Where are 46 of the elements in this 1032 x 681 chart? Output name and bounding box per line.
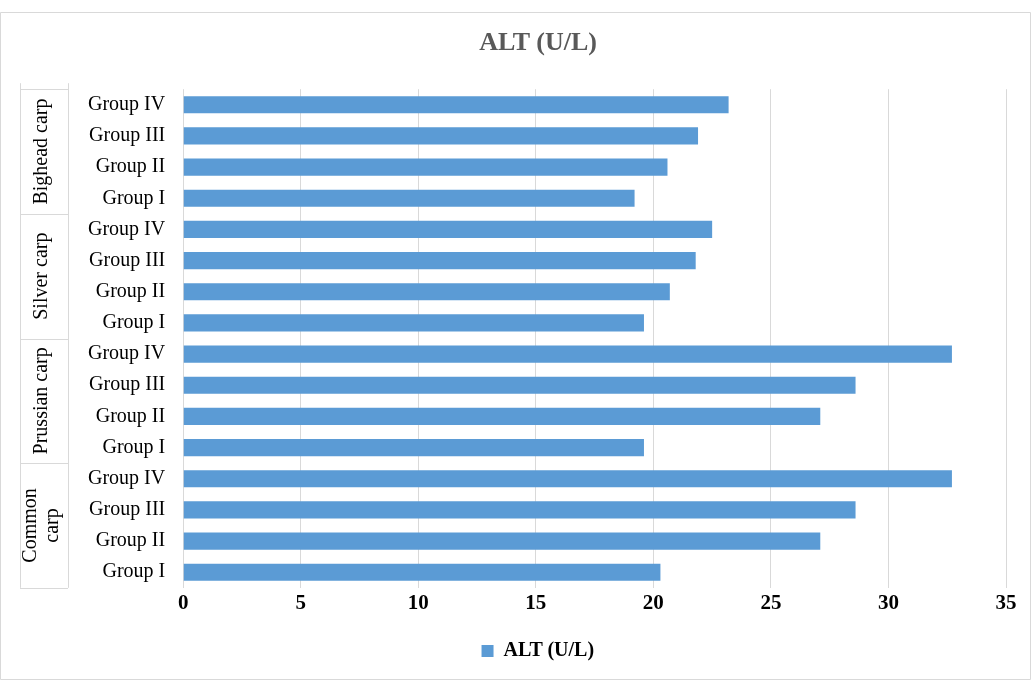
y-tick-label: Group IV <box>87 465 166 489</box>
bar <box>183 407 821 425</box>
bar <box>183 96 729 114</box>
bar <box>183 439 644 457</box>
bar <box>183 376 856 394</box>
y-tick-label: Group II <box>95 279 166 303</box>
bar <box>183 189 635 207</box>
y-tick-label: Group I <box>102 434 166 458</box>
x-tick-label: 5 <box>295 589 306 614</box>
x-tick-label: 15 <box>525 589 547 614</box>
text: Bighead carp <box>29 98 53 205</box>
text: Prussian carp <box>29 347 53 455</box>
bar <box>183 345 952 363</box>
x-tick-label: 0 <box>177 589 189 614</box>
y-tick-label: Group IV <box>87 92 166 116</box>
y-tick-label: Group II <box>95 403 166 427</box>
bar <box>183 501 856 519</box>
y-tick-label: Group III <box>89 497 166 521</box>
bar <box>183 314 644 332</box>
bar <box>183 158 668 176</box>
bar <box>183 127 699 145</box>
bar <box>183 252 696 270</box>
y-tick-label: Group I <box>102 185 166 209</box>
y-tick-label: Group II <box>95 528 166 552</box>
x-tick-label: 20 <box>642 589 664 614</box>
y-tick-label: Group I <box>102 310 166 334</box>
bar <box>183 283 670 301</box>
y-tick-label: Group I <box>102 559 166 583</box>
text: Common carp <box>18 488 64 563</box>
x-tick-label: 10 <box>407 589 429 614</box>
legend-label: ALT (U/L) <box>503 638 595 662</box>
y-tick-label: Group III <box>89 247 166 271</box>
y-tick-label: Group III <box>89 123 166 147</box>
y-tick-label: Group II <box>95 154 166 178</box>
bar <box>183 220 713 238</box>
bar <box>183 532 821 550</box>
chart-title: ALT (U/L) <box>479 27 597 57</box>
x-tick-label: 35 <box>995 589 1017 614</box>
y-tick-label: Group IV <box>87 341 166 365</box>
bar <box>183 470 952 488</box>
bar <box>183 563 661 581</box>
x-tick-label: 30 <box>877 589 899 614</box>
x-tick-label: 25 <box>760 589 782 614</box>
y-tick-label: Group III <box>89 372 166 396</box>
y-tick-label: Group IV <box>87 216 166 240</box>
text: Silver carp <box>29 232 53 320</box>
